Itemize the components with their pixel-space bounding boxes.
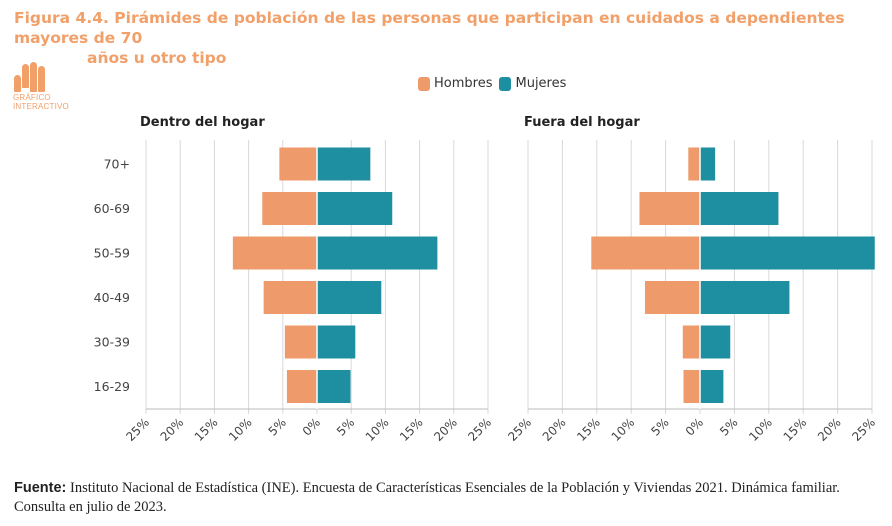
source-label: Fuente: (14, 480, 67, 496)
legend-item-mujeres[interactable]: Mujeres (499, 76, 566, 91)
bar-hombres[interactable] (639, 192, 700, 225)
bar-hombres[interactable] (279, 147, 317, 181)
x-tick-label: 10% (746, 415, 775, 444)
bar-hombres[interactable] (688, 147, 700, 181)
logo-bar-icon (22, 64, 29, 88)
x-tick-label: 5% (334, 415, 357, 438)
bar-hombres[interactable] (644, 281, 700, 314)
x-tick-label: 20% (158, 415, 187, 444)
bar-hombres[interactable] (232, 236, 317, 270)
x-tick-label: 20% (431, 415, 460, 444)
legend-item-hombres[interactable]: Hombres (418, 76, 492, 91)
source-note: Fuente: Instituto Nacional de Estadístic… (14, 479, 884, 517)
x-tick-label: 25% (849, 415, 878, 444)
x-tick-label: 5% (717, 415, 740, 438)
y-category-label: 70+ (104, 157, 130, 172)
legend-swatch-hombres (418, 76, 430, 91)
bar-hombres[interactable] (682, 325, 700, 359)
x-tick-label: 20% (815, 415, 844, 444)
x-tick-label: 5% (266, 415, 289, 438)
y-category-label: 30-39 (94, 335, 130, 350)
bar-mujeres[interactable] (700, 236, 875, 270)
x-tick-label: 10% (609, 415, 638, 444)
bar-hombres[interactable] (284, 325, 317, 359)
x-tick-label: 15% (397, 415, 426, 444)
logo-label-line1: GRÁFICO (13, 93, 51, 102)
figure-title-line2: años u otro tipo (87, 49, 227, 67)
x-tick-label: 15% (192, 415, 221, 444)
x-tick-label: 20% (540, 415, 569, 444)
x-tick-label: 15% (781, 415, 810, 444)
logo-bar-icon (30, 62, 37, 92)
y-category-label: 16-29 (94, 379, 130, 394)
bar-hombres[interactable] (683, 370, 700, 403)
legend: Hombres Mujeres (418, 76, 573, 91)
y-category-label: 40-49 (94, 290, 130, 305)
bar-mujeres[interactable] (700, 147, 716, 181)
bar-mujeres[interactable] (700, 370, 724, 403)
bar-hombres[interactable] (286, 370, 317, 403)
x-tick-label: 10% (226, 415, 255, 444)
bar-mujeres[interactable] (317, 147, 371, 181)
legend-label-mujeres: Mujeres (515, 76, 567, 91)
x-tick-label: 15% (574, 415, 603, 444)
x-tick-label: 10% (363, 415, 392, 444)
x-tick-label: 25% (505, 415, 534, 444)
bar-hombres[interactable] (263, 281, 317, 314)
figure-title-line1: Figura 4.4. Pirámides de población de la… (14, 9, 845, 47)
y-category-label: 60-69 (94, 201, 130, 216)
x-tick-label: 0% (683, 415, 706, 438)
legend-label-hombres: Hombres (434, 76, 493, 91)
bar-mujeres[interactable] (700, 281, 790, 314)
logo-bar-icon (14, 75, 21, 92)
bar-mujeres[interactable] (317, 236, 438, 270)
bar-hombres[interactable] (591, 236, 700, 270)
x-tick-label: 25% (465, 415, 494, 444)
figure-title: Figura 4.4. Pirámides de población de la… (14, 8, 874, 68)
interactive-chart-logo[interactable]: GRÁFICO INTERACTIVO (12, 54, 82, 114)
x-tick-label: 5% (648, 415, 671, 438)
source-text: Instituto Nacional de Estadística (INE).… (14, 480, 840, 515)
bar-mujeres[interactable] (317, 192, 393, 225)
panel-title: Fuera del hogar (524, 115, 640, 130)
panel-title: Dentro del hogar (140, 115, 265, 130)
logo-bar-icon (38, 66, 45, 92)
logo-label: GRÁFICO INTERACTIVO (13, 93, 69, 111)
bar-mujeres[interactable] (317, 325, 356, 359)
bar-mujeres[interactable] (317, 281, 382, 314)
bar-mujeres[interactable] (317, 370, 351, 403)
logo-label-line2: INTERACTIVO (13, 102, 69, 111)
x-tick-label: 0% (300, 415, 323, 438)
y-category-label: 50-59 (94, 246, 130, 261)
legend-swatch-mujeres (499, 76, 512, 91)
bar-mujeres[interactable] (700, 192, 779, 225)
x-tick-label: 25% (123, 415, 152, 444)
bar-mujeres[interactable] (700, 325, 731, 359)
bar-hombres[interactable] (262, 192, 317, 225)
